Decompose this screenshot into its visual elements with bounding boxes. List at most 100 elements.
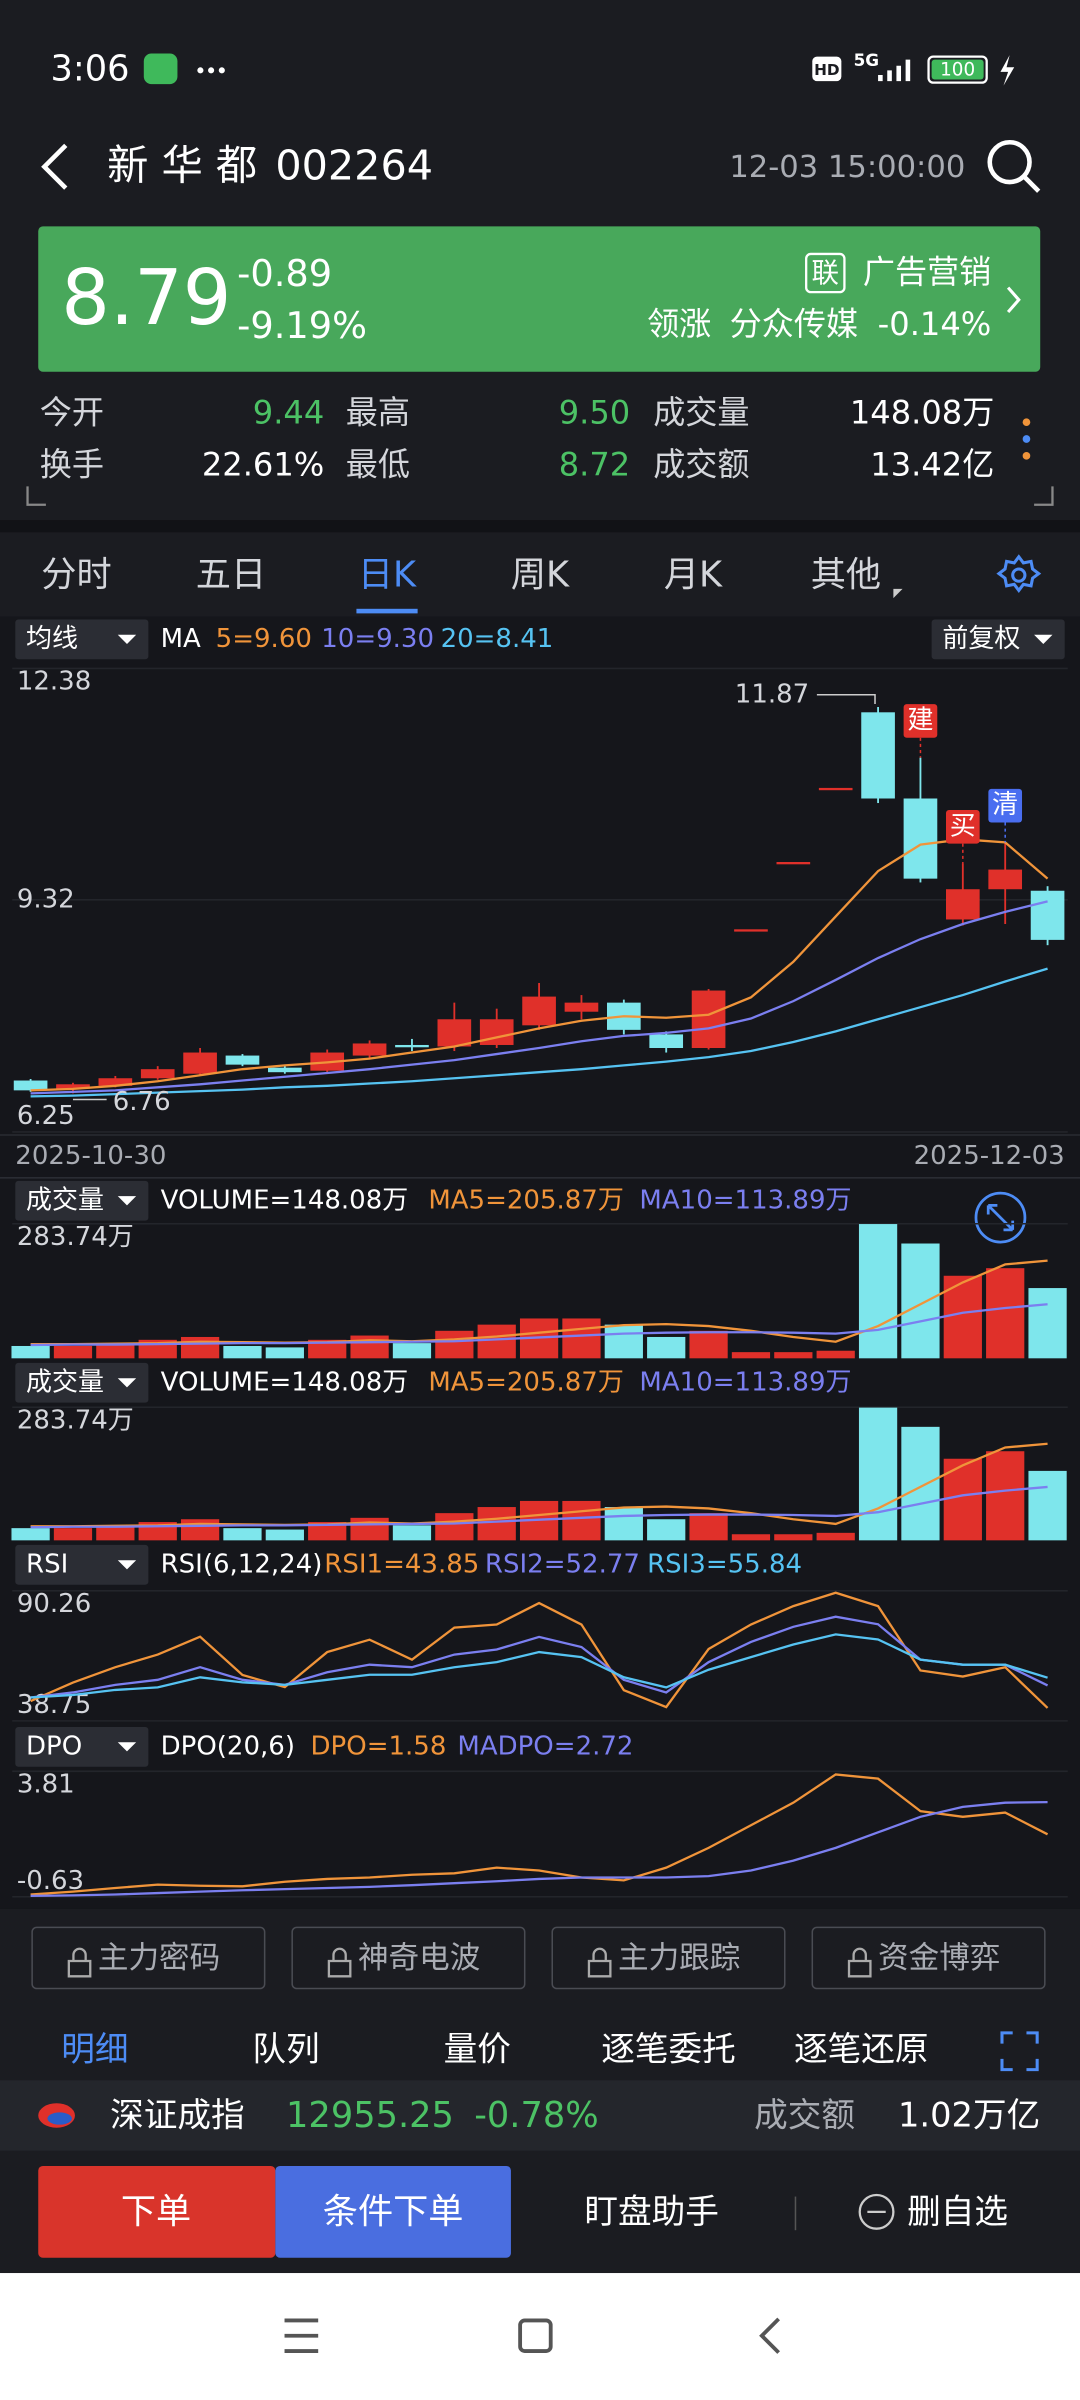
- more-dots[interactable]: [1022, 418, 1031, 460]
- dropdown-corner: [893, 588, 903, 599]
- volume-bar: [392, 1525, 432, 1541]
- volume-bar: [562, 1318, 601, 1359]
- indicator-button-text: DPO: [26, 1731, 82, 1761]
- nav-menu[interactable]: [284, 2318, 319, 2353]
- indicator-title: VOLUME=148.08万: [161, 1367, 409, 1397]
- feature-button[interactable]: [551, 1926, 786, 1990]
- feature-button-text: 神奇电波: [358, 1941, 480, 1976]
- fullscreen-icon[interactable]: [1000, 2031, 1039, 2072]
- volume-bar: [731, 1352, 771, 1359]
- indicator-button[interactable]: [15, 1362, 149, 1403]
- candle-body: [691, 990, 726, 1049]
- volume-bar: [350, 1335, 389, 1359]
- stat-label: 今开: [40, 394, 104, 432]
- index-logo: [38, 2103, 75, 2128]
- stock-code: 002264: [275, 141, 433, 189]
- legend-entry: RSI3=55.84: [647, 1549, 802, 1579]
- candle-body: [395, 1044, 429, 1048]
- watch-assistant[interactable]: 盯盘助手: [584, 2192, 719, 2231]
- battery-text: 100: [940, 59, 975, 80]
- adjust-button[interactable]: [931, 619, 1065, 660]
- stat-value: 22.61%: [202, 446, 324, 484]
- feature-button[interactable]: [291, 1926, 526, 1990]
- volume-bar: [265, 1347, 304, 1359]
- detail-tab[interactable]: 逐笔还原: [794, 2030, 929, 2069]
- trade-marker: [945, 809, 980, 844]
- indicator-button[interactable]: [15, 1544, 149, 1585]
- remove-watchlist[interactable]: 删自选: [907, 2192, 1008, 2231]
- call-icon: [143, 53, 178, 85]
- detail-tab[interactable]: 队列: [252, 2030, 319, 2069]
- period-tab[interactable]: 其他: [811, 555, 881, 596]
- dropdown-arrow: [117, 1196, 137, 1206]
- volume-bar: [689, 1513, 728, 1541]
- price: 8.79: [61, 254, 231, 343]
- y-tick-label: 6.25: [17, 1101, 75, 1131]
- detail-tab[interactable]: 量价: [444, 2030, 511, 2069]
- feature-button-text: 资金博弈: [878, 1941, 1000, 1976]
- period-tab[interactable]: 周K: [511, 555, 570, 596]
- volume-bar: [308, 1522, 347, 1541]
- volume-bar: [901, 1426, 940, 1541]
- y-tick-label: 3.81: [17, 1770, 75, 1800]
- volume-bar: [477, 1507, 516, 1541]
- dot: [218, 67, 225, 74]
- volume-bar: [96, 1525, 135, 1541]
- legend-entry: MA5=205.87万: [428, 1367, 624, 1397]
- indicator-title: VOLUME=148.08万: [161, 1185, 409, 1215]
- price-change-pct: -9.19%: [237, 304, 367, 347]
- legend-entry: DPO=1.58: [311, 1731, 447, 1761]
- quote-box[interactable]: [38, 226, 1041, 372]
- period-tab[interactable]: 分时: [41, 555, 111, 596]
- search-button[interactable]: [987, 139, 1041, 193]
- lock-icon: [847, 1947, 872, 1978]
- index-bar[interactable]: [0, 2080, 1080, 2151]
- settings-button[interactable]: [996, 554, 1042, 593]
- volume-bar: [816, 1532, 855, 1541]
- expand-button[interactable]: [974, 1191, 1027, 1244]
- volume-bar: [647, 1519, 686, 1541]
- volume-bar: [858, 1407, 898, 1541]
- volume-bar: [731, 1534, 771, 1541]
- indicator-title: RSI(6,12,24): [161, 1549, 323, 1579]
- hd-icon: [812, 56, 842, 82]
- conditional-order-text: 条件下单: [323, 2191, 464, 2232]
- indicator-line: [30, 1633, 1048, 1699]
- candle-body: [56, 1084, 90, 1089]
- indicator-button[interactable]: [15, 619, 149, 660]
- indicator-button[interactable]: [15, 1726, 149, 1767]
- period-tab[interactable]: 月K: [664, 555, 723, 596]
- indicator-line: [30, 1615, 1049, 1699]
- indicator-button[interactable]: [15, 1180, 149, 1221]
- feature-button[interactable]: [811, 1926, 1046, 1990]
- detail-tab[interactable]: 明细: [61, 2030, 128, 2069]
- stat-label: 最低: [346, 446, 410, 484]
- period-tab[interactable]: 五日: [196, 555, 266, 596]
- detail-tab[interactable]: 逐笔委托: [601, 2030, 736, 2069]
- indicator-button-text: RSI: [26, 1549, 68, 1579]
- settings-center: [1011, 567, 1027, 583]
- nav-home[interactable]: [518, 2318, 553, 2353]
- feature-button[interactable]: [31, 1926, 266, 1990]
- candle-body: [1030, 890, 1065, 940]
- indicator-button-text: 成交量: [26, 1367, 104, 1397]
- lock-icon: [327, 1947, 352, 1978]
- nav-back[interactable]: [759, 2317, 780, 2354]
- conditional-order-button[interactable]: [275, 2165, 511, 2258]
- nav-bar: [0, 2273, 1080, 2400]
- legend-entry: 20=8.41: [441, 624, 554, 654]
- stat-value: 8.72: [559, 446, 631, 484]
- indicator-line: [30, 1442, 1048, 1528]
- indicator-line: [30, 1773, 1049, 1896]
- back-button[interactable]: [41, 143, 68, 190]
- separator: [0, 520, 1080, 533]
- order-button[interactable]: [38, 2165, 276, 2258]
- volume-bar: [392, 1343, 432, 1359]
- period-tab[interactable]: 日K: [358, 555, 417, 596]
- legend-entry: MA10=113.89万: [639, 1367, 851, 1397]
- stat-label: 成交额: [653, 446, 749, 484]
- stat-label: 成交量: [653, 394, 749, 432]
- candle-body: [183, 1052, 217, 1074]
